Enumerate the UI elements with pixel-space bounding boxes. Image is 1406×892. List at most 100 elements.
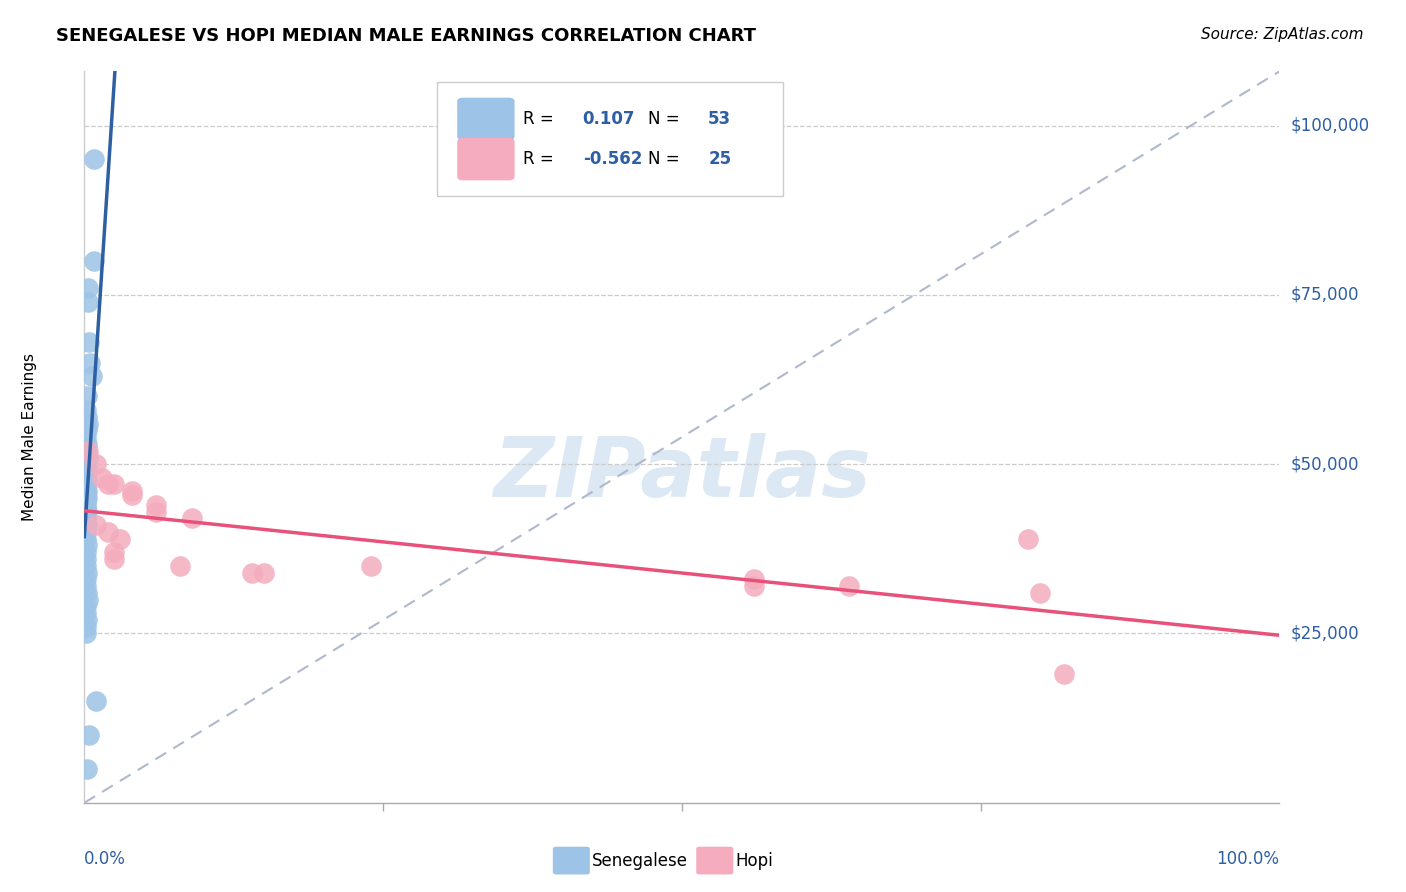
Text: 100.0%: 100.0%	[1216, 850, 1279, 868]
Point	[181, 511, 204, 525]
Point	[75, 460, 97, 475]
Point	[76, 586, 98, 600]
Text: Senegalese: Senegalese	[592, 852, 689, 870]
Text: Source: ZipAtlas.com: Source: ZipAtlas.com	[1201, 27, 1364, 42]
Point	[77, 417, 100, 431]
Point	[75, 545, 97, 559]
Point	[103, 545, 125, 559]
Point	[77, 281, 100, 295]
Point	[75, 599, 97, 614]
Text: Hopi: Hopi	[735, 852, 773, 870]
Text: SENEGALESE VS HOPI MEDIAN MALE EARNINGS CORRELATION CHART: SENEGALESE VS HOPI MEDIAN MALE EARNINGS …	[56, 27, 756, 45]
Point	[76, 437, 98, 451]
Point	[75, 626, 97, 640]
Point	[75, 620, 97, 634]
Point	[77, 443, 100, 458]
Point	[742, 579, 765, 593]
Point	[75, 471, 97, 485]
Point	[121, 488, 143, 502]
Point	[75, 532, 97, 546]
Point	[75, 430, 97, 444]
Point	[77, 335, 100, 350]
Point	[75, 494, 97, 508]
Point	[86, 694, 108, 708]
Point	[75, 403, 97, 417]
Point	[77, 592, 100, 607]
Text: $50,000: $50,000	[1291, 455, 1360, 473]
Point	[76, 613, 98, 627]
Point	[75, 606, 97, 620]
Point	[121, 484, 143, 499]
Text: ZIPatlas: ZIPatlas	[494, 434, 870, 514]
Text: $25,000: $25,000	[1291, 624, 1360, 642]
Point	[76, 491, 98, 505]
Text: $75,000: $75,000	[1291, 285, 1360, 304]
Point	[75, 443, 97, 458]
Point	[77, 728, 100, 742]
Text: R =: R =	[523, 150, 560, 168]
Point	[103, 477, 125, 491]
Text: $100,000: $100,000	[1291, 117, 1369, 135]
Text: 53: 53	[709, 110, 731, 128]
Text: 25: 25	[709, 150, 731, 168]
Point	[97, 477, 120, 491]
Text: 0.0%: 0.0%	[84, 850, 127, 868]
Point	[110, 532, 132, 546]
Point	[76, 484, 98, 499]
Point	[76, 389, 98, 403]
Point	[75, 524, 97, 539]
Point	[169, 558, 191, 573]
Point	[83, 153, 105, 167]
Point	[76, 538, 98, 552]
Point	[838, 579, 860, 593]
Point	[75, 579, 97, 593]
FancyBboxPatch shape	[457, 138, 515, 180]
Point	[97, 524, 120, 539]
Point	[75, 558, 97, 573]
Point	[76, 474, 98, 488]
Point	[75, 454, 97, 468]
Point	[742, 572, 765, 586]
Point	[76, 409, 98, 424]
FancyBboxPatch shape	[553, 847, 591, 874]
FancyBboxPatch shape	[437, 82, 783, 195]
Point	[145, 498, 167, 512]
FancyBboxPatch shape	[457, 98, 515, 140]
Point	[240, 566, 263, 580]
Point	[76, 566, 98, 580]
Point	[79, 355, 101, 369]
Point	[76, 423, 98, 437]
Point	[76, 518, 98, 533]
Point	[83, 254, 105, 268]
Point	[1029, 586, 1052, 600]
FancyBboxPatch shape	[696, 847, 734, 874]
Text: 0.107: 0.107	[582, 110, 636, 128]
Point	[76, 762, 98, 776]
Point	[75, 467, 97, 482]
Point	[75, 501, 97, 516]
Point	[75, 572, 97, 586]
Text: N =: N =	[648, 110, 685, 128]
Point	[145, 505, 167, 519]
Point	[75, 481, 97, 495]
Point	[75, 511, 97, 525]
Text: -0.562: -0.562	[582, 150, 643, 168]
Point	[75, 552, 97, 566]
Point	[86, 518, 108, 533]
Text: R =: R =	[523, 110, 560, 128]
Point	[76, 457, 98, 471]
Point	[1018, 532, 1040, 546]
Point	[75, 477, 97, 491]
Point	[76, 505, 98, 519]
Point	[1053, 667, 1076, 681]
Point	[77, 450, 100, 465]
Point	[75, 488, 97, 502]
Point	[75, 498, 97, 512]
Point	[80, 369, 103, 384]
Point	[76, 464, 98, 478]
Point	[103, 552, 125, 566]
Text: N =: N =	[648, 150, 685, 168]
Point	[360, 558, 382, 573]
Text: Median Male Earnings: Median Male Earnings	[21, 353, 37, 521]
Point	[91, 471, 114, 485]
